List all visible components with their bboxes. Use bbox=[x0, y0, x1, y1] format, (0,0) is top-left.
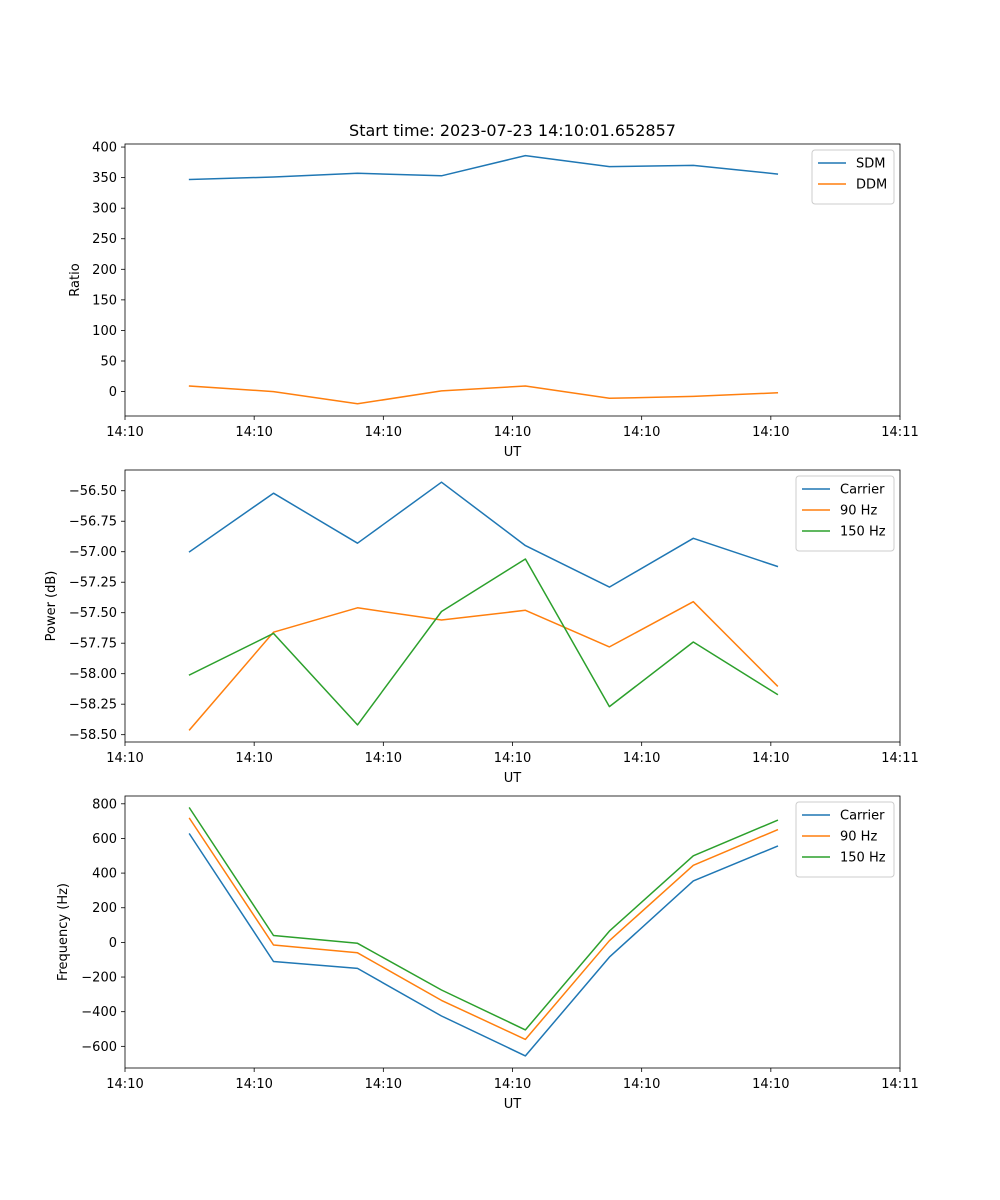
ratio-y-tick-label: 100 bbox=[92, 324, 117, 339]
power-legend-label-carrier: Carrier bbox=[840, 483, 885, 498]
ratio-y-tick-label: 400 bbox=[92, 141, 117, 156]
frequency-y-tick-label: −400 bbox=[81, 1005, 117, 1020]
frequency-legend-label-carrier: Carrier bbox=[840, 809, 885, 824]
power-x-tick-label: 14:10 bbox=[106, 751, 143, 766]
frequency-legend: Carrier 90 Hz 150 Hz bbox=[795, 801, 895, 878]
power-legend: Carrier 90 Hz 150 Hz bbox=[795, 475, 895, 552]
frequency-x-tick-label: 14:11 bbox=[881, 1077, 918, 1092]
power-axes-frame bbox=[124, 469, 901, 743]
power-y-tick-label: −56.75 bbox=[69, 515, 117, 530]
power-y-tick-label: −58.50 bbox=[69, 728, 117, 743]
frequency-x-tick-label: 14:10 bbox=[365, 1077, 402, 1092]
power-panel: 14:10 14:10 14:10 14:10 14:10 14:10 14:11 −58.5… bbox=[44, 469, 919, 786]
power-x-tick-label: 14:11 bbox=[881, 751, 918, 766]
frequency-x-tick-label: 14:10 bbox=[623, 1077, 660, 1092]
ratio-y-tick-label: 0 bbox=[109, 385, 117, 400]
power-x-tick-label: 14:10 bbox=[235, 751, 272, 766]
frequency-series-150-hz-line bbox=[188, 807, 779, 1031]
ratio-y-tick-label: 150 bbox=[92, 293, 117, 308]
power-legend-label-90-hz: 90 Hz bbox=[840, 504, 877, 519]
ratio-panel: 14:10 14:10 14:10 14:10 14:10 14:10 14:11 0 50 10… bbox=[68, 141, 919, 460]
power-x-tick-label: 14:10 bbox=[365, 751, 402, 766]
frequency-x-axis-label: UT bbox=[504, 1097, 522, 1112]
power-y-tick-label: −56.50 bbox=[69, 484, 117, 499]
frequency-y-tick-label: 0 bbox=[109, 936, 117, 951]
ratio-legend-label-ddm: DDM bbox=[856, 178, 887, 193]
power-y-axis-label: Power (dB) bbox=[44, 571, 59, 642]
frequency-legend-box bbox=[795, 801, 895, 878]
frequency-legend-label-150-hz: 150 Hz bbox=[840, 851, 886, 866]
power-y-tick-label: −58.25 bbox=[69, 698, 117, 713]
frequency-y-tick-label: 400 bbox=[92, 867, 117, 882]
ratio-legend-label-sdm: SDM bbox=[856, 157, 885, 172]
power-y-tick-label: −57.25 bbox=[69, 576, 117, 591]
ratio-x-tick-label: 14:10 bbox=[494, 425, 531, 440]
frequency-y-tick-label: 800 bbox=[92, 797, 117, 812]
frequency-y-tick-label: 600 bbox=[92, 832, 117, 847]
power-y-tick-label: −57.50 bbox=[69, 606, 117, 621]
ratio-x-tick-label: 14:10 bbox=[623, 425, 660, 440]
ratio-y-tick-label: 350 bbox=[92, 171, 117, 186]
power-x-tick-label: 14:10 bbox=[752, 751, 789, 766]
frequency-y-tick-label: 200 bbox=[92, 901, 117, 916]
power-x-axis-label: UT bbox=[504, 771, 522, 786]
power-legend-label-150-hz: 150 Hz bbox=[840, 525, 886, 540]
power-y-tick-label: −57.00 bbox=[69, 545, 117, 560]
power-x-tick-label: 14:10 bbox=[494, 751, 531, 766]
frequency-x-tick-label: 14:10 bbox=[235, 1077, 272, 1092]
power-series-150-hz-line bbox=[188, 558, 779, 726]
power-series-90-hz-line bbox=[188, 600, 779, 731]
ratio-x-tick-label: 14:10 bbox=[752, 425, 789, 440]
figure-title: Start time: 2023-07-23 14:10:01.652857 bbox=[349, 121, 676, 140]
frequency-x-tick-label: 14:10 bbox=[494, 1077, 531, 1092]
frequency-legend-label-90-hz: 90 Hz bbox=[840, 830, 877, 845]
ratio-series-sdm-line bbox=[188, 154, 779, 181]
ratio-x-tick-label: 14:10 bbox=[235, 425, 272, 440]
ratio-y-tick-label: 250 bbox=[92, 232, 117, 247]
power-y-tick-label: −57.75 bbox=[69, 637, 117, 652]
ratio-y-tick-label: 50 bbox=[100, 354, 117, 369]
ratio-series-ddm-line bbox=[188, 385, 779, 405]
frequency-y-axis-label: Frequency (Hz) bbox=[56, 883, 71, 981]
frequency-series-carrier-line bbox=[188, 833, 779, 1057]
ratio-x-axis-label: UT bbox=[504, 445, 522, 460]
ratio-x-tick-label: 14:10 bbox=[106, 425, 143, 440]
frequency-panel: 14:10 14:10 14:10 14:10 14:10 14:10 14:11 −600 −… bbox=[56, 795, 919, 1112]
power-legend-box bbox=[795, 475, 895, 552]
frequency-y-tick-label: −200 bbox=[81, 971, 117, 986]
ratio-legend: SDM DDM bbox=[811, 149, 895, 205]
ratio-y-tick-label: 200 bbox=[92, 263, 117, 278]
ratio-y-axis-label: Ratio bbox=[68, 263, 83, 296]
frequency-series-90-hz-line bbox=[188, 817, 779, 1041]
frequency-y-tick-label: −600 bbox=[81, 1040, 117, 1055]
ratio-x-tick-label: 14:11 bbox=[881, 425, 918, 440]
power-series-carrier-line bbox=[188, 481, 779, 588]
ratio-y-tick-label: 300 bbox=[92, 202, 117, 217]
frequency-x-tick-label: 14:10 bbox=[106, 1077, 143, 1092]
power-x-tick-label: 14:10 bbox=[623, 751, 660, 766]
ratio-axes-frame bbox=[124, 143, 901, 417]
frequency-x-tick-label: 14:10 bbox=[752, 1077, 789, 1092]
ratio-x-tick-label: 14:10 bbox=[365, 425, 402, 440]
frequency-axes-frame bbox=[124, 795, 901, 1069]
power-y-tick-label: −58.00 bbox=[69, 667, 117, 682]
